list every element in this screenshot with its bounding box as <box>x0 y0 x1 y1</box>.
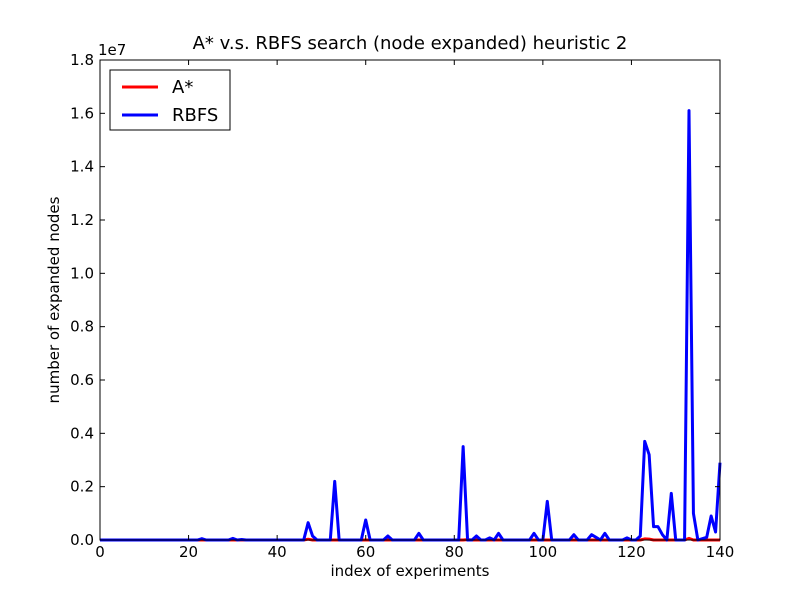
y-tick-label: 1.4 <box>70 158 94 176</box>
y-tick-label: 0.8 <box>70 318 94 336</box>
y-tick-label: 0.6 <box>70 371 94 389</box>
y-tick-label: 0.0 <box>70 531 94 549</box>
plot-frame <box>99 59 721 541</box>
x-tick-label: 40 <box>268 543 287 561</box>
y-axis-offset-label: 1e7 <box>98 41 126 59</box>
legend-label-rbfs: RBFS <box>172 105 218 126</box>
legend-label-astar: A* <box>172 77 193 98</box>
x-tick-label: 20 <box>179 543 198 561</box>
legend-box <box>109 69 231 131</box>
y-axis: 0.0 0.2 0.4 0.6 0.8 1.0 1.2 1.4 1.6 1.8 <box>70 51 720 549</box>
chart-title: A* v.s. RBFS search (node expanded) heur… <box>193 33 628 54</box>
y-tick-label: 1.8 <box>70 51 94 69</box>
x-tick-label: 80 <box>445 543 464 561</box>
y-tick-label: 0.2 <box>70 478 94 496</box>
y-axis-label: number of expanded nodes <box>45 196 63 403</box>
y-tick-label: 1.2 <box>70 211 94 229</box>
x-tick-label: 0 <box>95 543 105 561</box>
y-tick-label: 1.6 <box>70 104 94 122</box>
x-axis: 0 20 40 60 80 100 120 140 <box>95 60 734 561</box>
x-tick-label: 120 <box>617 543 646 561</box>
y-tick-label: 0.4 <box>70 424 94 442</box>
y-tick-label: 1.0 <box>70 264 94 282</box>
x-axis-label: index of experiments <box>330 562 489 580</box>
x-tick-label: 100 <box>529 543 558 561</box>
x-tick-label: 140 <box>706 543 735 561</box>
legend: A* RBFS <box>109 69 231 131</box>
x-tick-label: 60 <box>356 543 375 561</box>
